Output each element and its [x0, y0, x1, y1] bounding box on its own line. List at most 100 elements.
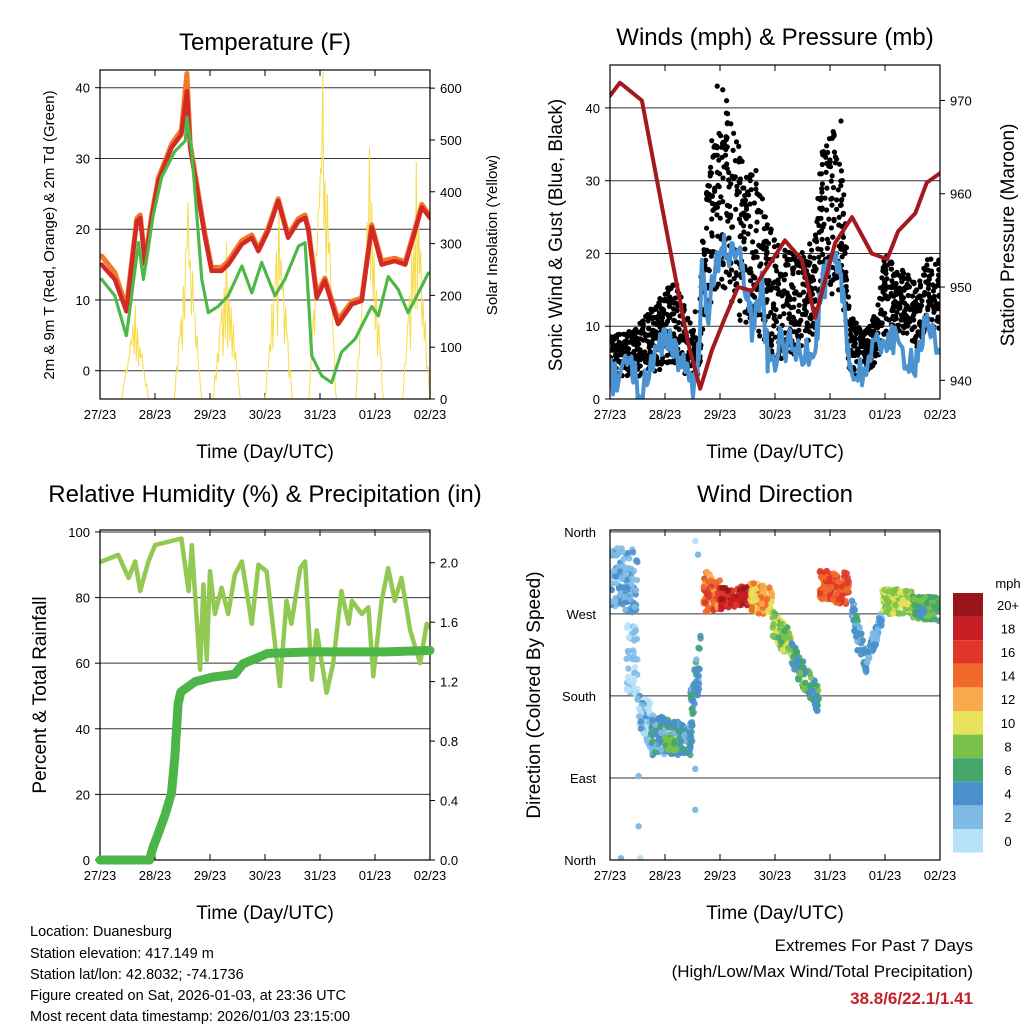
gust-point	[716, 184, 722, 190]
left-y-tick-label: 100	[68, 525, 90, 540]
gust-point	[736, 143, 742, 149]
direction-point	[645, 707, 653, 715]
gust-point	[842, 250, 848, 256]
direction-point	[627, 595, 634, 603]
gust-point	[649, 309, 655, 315]
gust-point	[737, 298, 743, 304]
gust-point	[795, 269, 802, 276]
gust-point	[714, 212, 720, 218]
gust-point	[770, 305, 777, 311]
direction-point	[873, 631, 880, 638]
gust-point	[886, 284, 892, 290]
gust-point	[936, 325, 940, 331]
gust-point	[748, 278, 754, 284]
gust-point	[838, 197, 845, 203]
gust-point	[818, 171, 825, 177]
gust-point	[905, 272, 911, 278]
extremes-value: 38.8/6/22.1/1.41	[850, 989, 973, 1008]
gust-point	[650, 328, 656, 334]
gust-point	[745, 231, 751, 237]
solar-insolation-line	[355, 147, 384, 399]
direction-point	[828, 583, 835, 591]
left-y-tick-label: 10	[586, 319, 600, 334]
direction-point	[616, 568, 624, 575]
solar-insolation-line	[173, 202, 203, 399]
gust-point	[838, 168, 845, 174]
direction-point	[634, 695, 641, 702]
gust-point	[720, 87, 726, 93]
gust-point	[706, 191, 712, 198]
gust-point	[747, 178, 753, 184]
direction-point	[692, 806, 699, 814]
right-y-tick-label: 1.6	[440, 615, 458, 630]
gust-point	[707, 173, 713, 179]
gust-point	[643, 313, 649, 319]
direction-point	[711, 579, 719, 586]
gust-point	[888, 266, 895, 272]
plot-frame	[99, 529, 431, 861]
gust-point	[772, 334, 778, 340]
extremes-block: Extremes For Past 7 Days (High/Low/Max W…	[672, 936, 973, 1008]
gust-point	[734, 188, 740, 194]
gust-point	[743, 203, 750, 209]
gust-point	[829, 202, 835, 208]
gust-point	[791, 296, 797, 302]
gust-point	[764, 256, 770, 262]
direction-point	[774, 634, 782, 641]
legend-label: 14	[1001, 669, 1015, 684]
direction-point	[838, 592, 846, 599]
right-y-tick-label: 300	[440, 237, 462, 252]
direction-point	[635, 772, 642, 780]
gust-point	[917, 319, 923, 325]
dewpoint-2m-line	[100, 115, 430, 385]
direction-point	[935, 617, 940, 625]
plot-area	[100, 71, 430, 399]
gust-point	[725, 111, 731, 117]
gust-point	[748, 187, 754, 193]
direction-point	[706, 571, 713, 578]
gust-point	[653, 315, 659, 321]
plot-area	[610, 537, 940, 860]
gust-point	[736, 312, 743, 318]
gust-point	[734, 183, 740, 189]
gust-point	[936, 257, 940, 263]
gust-point	[819, 205, 825, 211]
left-y-tick-label: 10	[76, 293, 90, 308]
gust-point	[917, 308, 923, 314]
gust-point	[737, 176, 744, 182]
gust-point	[830, 129, 836, 135]
x-tick-label: 27/23	[594, 407, 627, 422]
direction-point	[631, 669, 638, 676]
gust-point	[788, 319, 794, 326]
gust-point	[717, 215, 723, 221]
gust-point	[822, 195, 828, 201]
direction-point	[748, 591, 755, 598]
direction-point	[900, 596, 907, 604]
legend-swatch	[953, 640, 983, 664]
direction-point	[919, 605, 926, 612]
gust-point	[733, 139, 740, 145]
gust-point	[827, 281, 834, 287]
x-tick-label: 02/23	[414, 407, 447, 422]
gust-point	[918, 303, 925, 309]
direction-point	[624, 624, 631, 631]
direction-point	[916, 609, 923, 617]
gust-point	[796, 327, 802, 333]
gust-point	[719, 141, 726, 147]
gust-point	[739, 158, 745, 164]
gust-point	[889, 278, 895, 284]
direction-point	[628, 580, 635, 588]
gust-point	[659, 320, 665, 326]
gust-point	[834, 197, 840, 203]
gust-point	[768, 287, 774, 293]
gust-point	[857, 326, 863, 332]
direction-point	[903, 587, 911, 595]
direction-point	[612, 598, 619, 605]
winds-panel: Winds (mph) & Pressure (mb) Time (Day/UTC…	[546, 24, 1019, 463]
direction-point	[792, 647, 800, 654]
left-y-tick-label: 40	[76, 722, 90, 737]
legend-swatch	[953, 663, 983, 688]
gust-point	[637, 347, 643, 353]
gust-point	[629, 337, 635, 343]
gust-point	[714, 83, 720, 89]
